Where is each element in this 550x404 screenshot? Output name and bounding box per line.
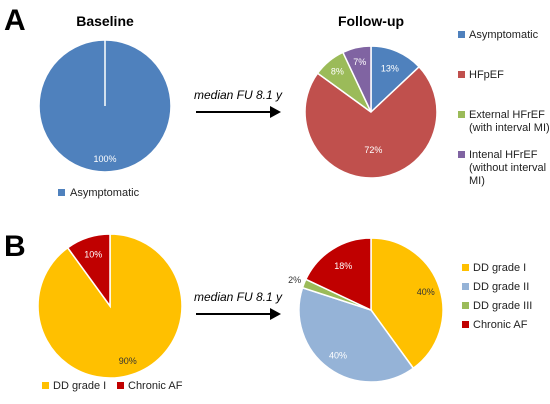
arrow-a	[196, 106, 281, 118]
pie-slice-label: 2%	[288, 275, 301, 285]
legend-swatch	[58, 189, 65, 196]
pie-slice-label: 8%	[331, 66, 344, 76]
pie-baseline-b: 90% 10%	[37, 233, 183, 379]
pie-slice-label: 72%	[364, 145, 382, 155]
legend-label: Chronic AF	[128, 380, 183, 392]
panel-letter-a: A	[4, 4, 26, 37]
legend-label: Asymptomatic	[70, 187, 140, 199]
legend-baseline: Asymptomatic	[58, 187, 140, 199]
legend-swatch	[117, 382, 124, 389]
legend-swatch	[42, 382, 49, 389]
legend-follow-up-a: Asymptomatic HFpEF External HFrEF (with int…	[458, 29, 550, 187]
legend-swatch	[462, 321, 469, 328]
pie-slice-label: 90%	[119, 356, 137, 366]
legend-label: External HFrEF (with interval MI)	[469, 109, 550, 134]
legend-label: HFpEF	[469, 69, 504, 81]
pie-slice	[370, 237, 444, 370]
legend-label: DD grade I	[53, 380, 106, 392]
arrow-label-a: median FU 8.1 y	[194, 88, 283, 102]
pie-slice	[304, 65, 438, 179]
pie-slice-label: 40%	[417, 287, 435, 297]
pie-baseline: 100%	[38, 39, 172, 173]
legend-swatch	[458, 71, 465, 78]
pie-slice-label: 100%	[93, 154, 116, 164]
pie-slice-label: 18%	[334, 261, 352, 271]
pie-title-follow-up: Follow-up	[338, 13, 404, 29]
pie-slice	[66, 233, 111, 309]
pie-title-baseline: Baseline	[76, 13, 134, 29]
pie-slice-label: 40%	[329, 350, 347, 360]
pie-follow-up-a: 13% 72% 8% 7%	[304, 45, 438, 179]
pie-slice-label: 13%	[381, 63, 399, 73]
legend-swatch	[462, 264, 469, 271]
pie-slice	[298, 286, 415, 383]
legend-swatch	[458, 151, 465, 158]
pie-follow-up-b: 40% 40% 2% 18%	[288, 237, 444, 383]
legend-baseline-b: DD grade I Chronic AF	[42, 380, 183, 392]
legend-label: DD grade III	[473, 300, 532, 312]
legend-swatch	[458, 111, 465, 118]
legend-label: DD grade I	[473, 262, 526, 274]
legend-label: Asymptomatic	[469, 29, 539, 41]
legend-label: Chronic AF	[473, 319, 528, 331]
pie-slice-label: 7%	[353, 57, 366, 67]
pie-slice-label: 10%	[84, 250, 102, 260]
legend-follow-up-b: DD grade I DD grade II DD grade III Chronic…	[462, 262, 532, 331]
pie-slice	[304, 237, 372, 312]
legend-swatch	[462, 302, 469, 309]
legend-label: DD grade II	[473, 281, 529, 293]
legend-swatch	[462, 283, 469, 290]
legend-label: Intenal HFrEF (without interval MI)	[469, 149, 546, 187]
legend-swatch	[458, 31, 465, 38]
pie-slice	[341, 45, 372, 113]
panel-letter-b: B	[4, 230, 26, 263]
arrow-b	[196, 308, 281, 320]
arrow-label-b: median FU 8.1 y	[194, 290, 283, 304]
